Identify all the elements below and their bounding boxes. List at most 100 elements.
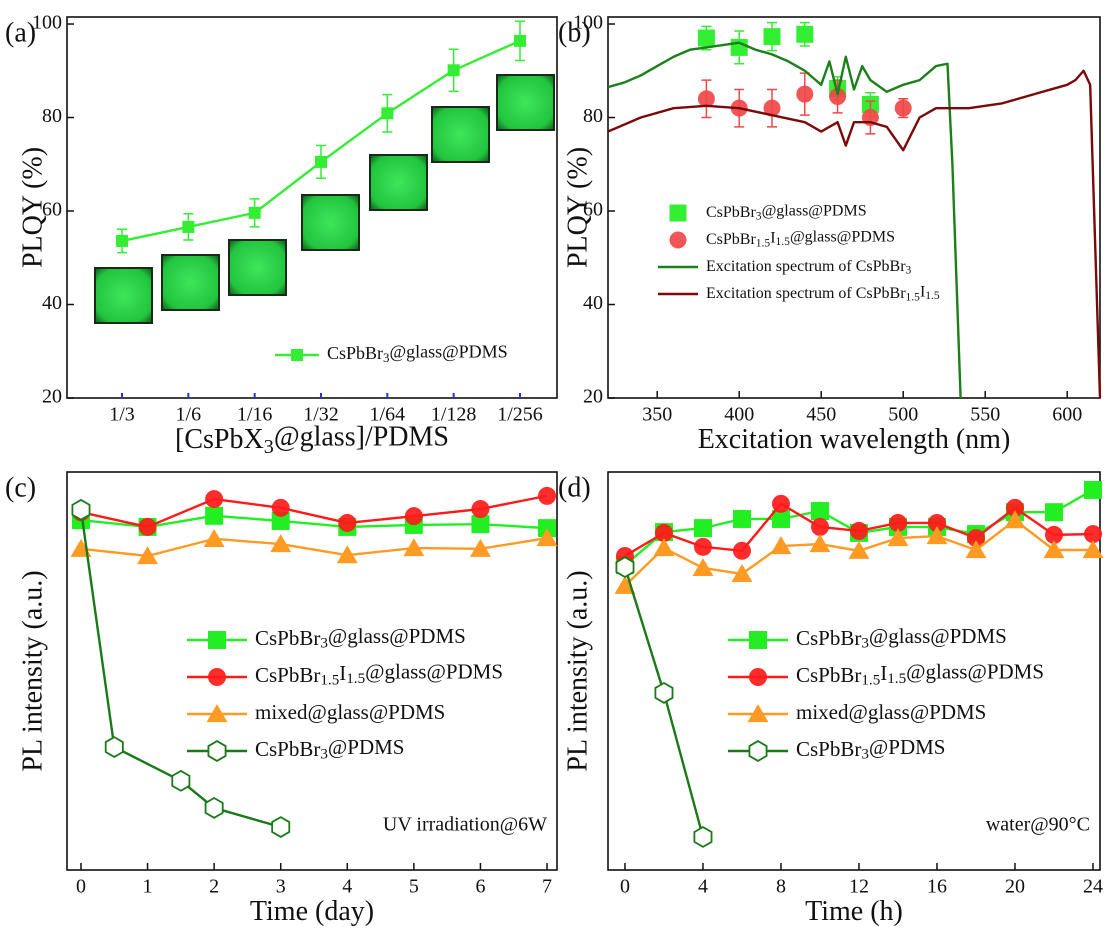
legend-label: CsPbBr3@glass@PDMS <box>706 202 867 222</box>
marker-triangle <box>270 534 292 553</box>
legend-marker <box>206 704 228 723</box>
x-tick-label: 1/256 <box>497 404 543 426</box>
marker-square <box>248 206 261 219</box>
marker-circle <box>810 517 829 536</box>
x-tick-label: 4 <box>698 876 708 898</box>
marker-square <box>1083 480 1102 499</box>
x-axis-label: Time (h) <box>805 896 903 927</box>
sample-photo <box>369 154 428 211</box>
marker-triangle <box>731 563 753 582</box>
legend-label: Excitation spectrum of CsPbBr1.5I1.5 <box>706 283 940 303</box>
marker-circle <box>1083 525 1102 544</box>
x-tick-label: 5 <box>409 876 419 898</box>
plot-frame <box>66 471 558 871</box>
y-axis-label: PL intensity (a.u.) <box>17 570 48 771</box>
y-tick-label: 20 <box>583 386 603 408</box>
x-tick-label: 1/6 <box>176 404 202 426</box>
marker-triangle <box>770 536 792 555</box>
marker-square <box>1044 503 1063 522</box>
series-line <box>607 69 1102 399</box>
marker-square <box>693 519 712 538</box>
marker-square <box>205 506 224 525</box>
sample-photo <box>301 194 360 251</box>
marker-triangle <box>887 528 909 547</box>
marker-square <box>182 220 195 233</box>
marker-circle <box>763 99 781 117</box>
x-tick-label: 3 <box>276 876 286 898</box>
marker-square <box>732 509 751 528</box>
x-tick-label: 1/128 <box>431 404 477 426</box>
x-tick-label: 1/64 <box>370 404 406 426</box>
marker-circle <box>205 490 224 509</box>
plot-frame <box>66 16 558 399</box>
y-tick-label: 100 <box>32 12 62 34</box>
marker-square <box>697 29 715 47</box>
marker-circle <box>966 529 985 548</box>
annotation: water@90°C <box>986 814 1090 836</box>
legend-marker <box>747 704 769 723</box>
marker-circle <box>732 541 751 560</box>
marker-circle <box>271 498 290 517</box>
y-axis-label: PLQY (%) <box>17 147 48 268</box>
legend-marker <box>208 631 226 649</box>
legend-marker <box>207 740 227 762</box>
x-tick-label: 450 <box>806 404 836 426</box>
annotation: UV irradiation@6W <box>383 814 547 836</box>
x-tick-label: 8 <box>776 876 786 898</box>
series-line <box>80 514 548 530</box>
legend-label: CsPbBr3@glass@PDMS <box>796 624 1007 652</box>
y-tick-label: 20 <box>42 386 62 408</box>
legend-label: CsPbBr3@PDMS <box>796 735 945 763</box>
x-tick-label: 0 <box>620 876 630 898</box>
y-tick-label: 60 <box>42 199 62 221</box>
marker-circle <box>796 85 814 103</box>
y-tick-label: 60 <box>583 199 603 221</box>
x-tick-label: 600 <box>1052 404 1082 426</box>
legend-marker <box>749 631 767 649</box>
plot-frame <box>607 16 1101 399</box>
marker-triangle <box>536 528 558 547</box>
marker-square <box>514 34 526 47</box>
marker-circle <box>927 513 946 532</box>
x-tick-label: 2 <box>209 876 219 898</box>
marker-triangle <box>965 540 987 559</box>
marker-square <box>447 64 460 77</box>
marker-circle <box>849 521 868 540</box>
legend-label: CsPbBr1.5I1.5@glass@PDMS <box>255 659 503 689</box>
sample-photo <box>161 254 220 311</box>
y-tick-label: 80 <box>583 105 603 127</box>
marker-triangle <box>926 526 948 545</box>
marker-square <box>381 107 394 120</box>
x-axis-label: Time (day) <box>250 896 374 927</box>
marker-triangle <box>1043 540 1065 559</box>
y-axis-label: PLQY (%) <box>562 147 593 268</box>
marker-triangle <box>614 575 636 594</box>
marker-triangle <box>1004 510 1026 529</box>
panel-label: (a) <box>5 17 36 48</box>
legend-marker <box>669 204 687 222</box>
sample-photo <box>94 267 153 324</box>
x-tick-label: 12 <box>849 876 869 898</box>
marker-circle <box>471 500 490 519</box>
marker-square <box>471 515 490 534</box>
legend-marker <box>749 668 767 686</box>
marker-square <box>730 38 748 56</box>
y-tick-label: 100 <box>573 12 603 34</box>
marker-circle <box>538 486 557 505</box>
x-tick-label: 1/32 <box>303 404 339 426</box>
marker-circle <box>829 87 847 105</box>
series-line <box>80 494 548 529</box>
marker-triangle <box>469 538 491 557</box>
legend-marker <box>208 668 226 686</box>
x-tick-label: 20 <box>1005 876 1025 898</box>
marker-hexagon <box>615 556 635 579</box>
marker-circle <box>404 507 423 526</box>
x-tick-label: 500 <box>888 404 918 426</box>
marker-square <box>116 234 128 247</box>
marker-triangle <box>336 545 358 564</box>
marker-circle <box>338 513 357 532</box>
marker-square <box>315 155 327 168</box>
series-line <box>80 536 548 558</box>
marker-triangle <box>137 546 158 565</box>
